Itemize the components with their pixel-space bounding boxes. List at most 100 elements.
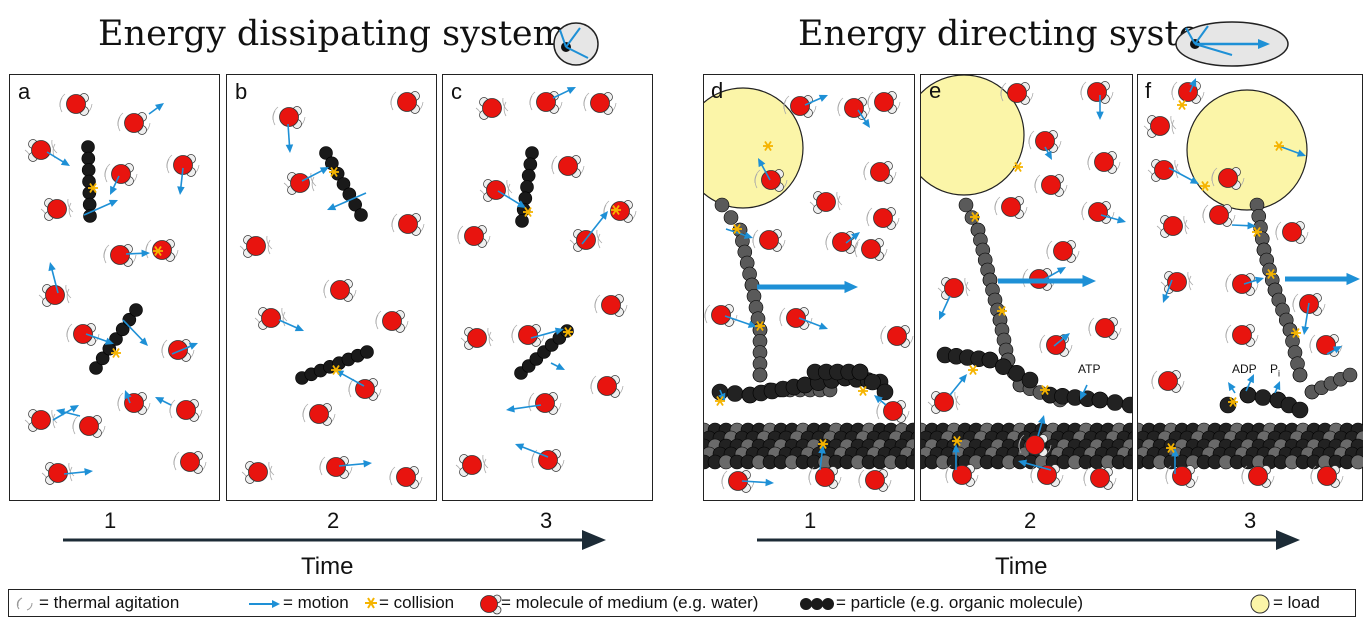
collision-star — [153, 246, 163, 256]
thermal-arc — [502, 97, 509, 112]
oxygen-atom — [398, 214, 418, 234]
water-molecule — [779, 307, 813, 330]
arrow-head — [952, 444, 960, 453]
oxygen-atom — [816, 192, 836, 212]
thermal-arc — [1039, 334, 1046, 349]
thermal-arc — [752, 229, 759, 244]
collision-star — [818, 439, 828, 449]
thermal-arc — [1183, 215, 1190, 230]
motion-arrow — [339, 371, 365, 387]
thermal-arc — [1211, 167, 1218, 182]
collision-star — [111, 348, 121, 358]
motion-arrow — [1278, 145, 1302, 155]
water-molecule — [59, 93, 93, 116]
collision-star — [1040, 385, 1050, 395]
particle-chain — [295, 345, 374, 385]
water-molecule — [1018, 434, 1052, 457]
oxygen-atom — [124, 393, 144, 413]
pi-subscript: i — [1278, 368, 1281, 379]
particle-bead — [360, 345, 374, 359]
oxygen-atom — [45, 285, 65, 305]
arrow-head — [110, 185, 118, 195]
water-molecule — [475, 97, 509, 120]
thermal-arc — [704, 304, 711, 319]
particle-bead — [864, 373, 881, 391]
oxygen-atom — [1037, 465, 1057, 485]
load-cargo — [1186, 89, 1308, 211]
arrow-head — [1296, 149, 1306, 157]
thermal-arc — [596, 229, 603, 244]
arrow-head — [818, 322, 828, 330]
collision-star-icon — [365, 597, 377, 609]
particle-bead — [95, 351, 110, 366]
oxygen-atom — [66, 94, 86, 114]
track-bead — [905, 454, 914, 470]
water-molecule — [103, 244, 137, 267]
motion-arrow — [50, 266, 59, 294]
water-molecule — [1156, 215, 1190, 238]
panel-c: c — [442, 74, 653, 501]
thermal-arc — [117, 392, 124, 407]
particle-chain-icon — [800, 598, 834, 610]
water-molecule — [583, 92, 617, 115]
arrow-head — [1056, 267, 1066, 275]
arrow-head — [124, 390, 132, 400]
particle-bead — [89, 361, 103, 375]
scene-d — [704, 87, 914, 493]
scene-e — [921, 75, 1132, 490]
collision-star — [997, 306, 1007, 316]
oxygen-atom — [248, 462, 268, 482]
step-right-3: 3 — [1244, 508, 1257, 533]
thermal-arc — [594, 294, 601, 309]
particle-bead — [958, 197, 974, 213]
oxygen-atom — [73, 324, 93, 344]
load-cargo — [921, 75, 1025, 196]
arrow-head — [141, 249, 150, 258]
thermal-arc — [1188, 275, 1192, 291]
particle-bead — [1342, 367, 1358, 383]
panel-label: a — [18, 79, 31, 104]
thermal-arc — [482, 454, 489, 469]
motion-arrow — [949, 377, 965, 396]
oxygen-atom — [883, 401, 903, 421]
water-molecule — [880, 325, 914, 348]
arrow-head — [1189, 78, 1197, 88]
oxygen-atom — [601, 295, 621, 315]
thermal-arc — [1184, 219, 1188, 235]
particle-chain — [851, 363, 894, 401]
water-molecule — [1083, 467, 1117, 490]
oxygen-atom — [382, 311, 402, 331]
water-molecule — [1202, 204, 1236, 227]
water-molecule — [1211, 167, 1245, 190]
oxygen-atom — [1172, 466, 1192, 486]
oxygen-atom — [790, 96, 810, 116]
arrow-head — [69, 405, 79, 413]
water-molecule — [1143, 115, 1177, 138]
water-molecule — [754, 169, 788, 192]
thermal-arc — [1174, 159, 1181, 174]
particle-chain — [1282, 322, 1308, 383]
thermal-arc — [721, 470, 728, 485]
arrow-head — [1116, 216, 1126, 224]
thermal-arc — [1000, 82, 1007, 97]
thermal-arc — [945, 464, 952, 479]
thermal-arc — [511, 324, 518, 339]
thermal-arc — [1187, 271, 1194, 286]
water-molecule — [104, 163, 138, 186]
collision-star — [755, 321, 765, 331]
arrow-head — [747, 320, 757, 328]
motion-arrow — [1022, 461, 1052, 471]
oxygen-atom — [832, 232, 852, 252]
water-molecule — [389, 466, 423, 489]
water-molecule — [528, 392, 562, 415]
oxygen-atom — [330, 280, 350, 300]
motion-arrow — [552, 88, 572, 99]
thermal-arc — [867, 91, 874, 106]
water-molecule — [460, 327, 494, 350]
arrow-head — [555, 362, 565, 370]
arrow-head — [958, 374, 967, 383]
thermal-arc — [266, 235, 273, 250]
scene-f — [1138, 78, 1363, 488]
oxygen-atom — [1041, 175, 1061, 195]
